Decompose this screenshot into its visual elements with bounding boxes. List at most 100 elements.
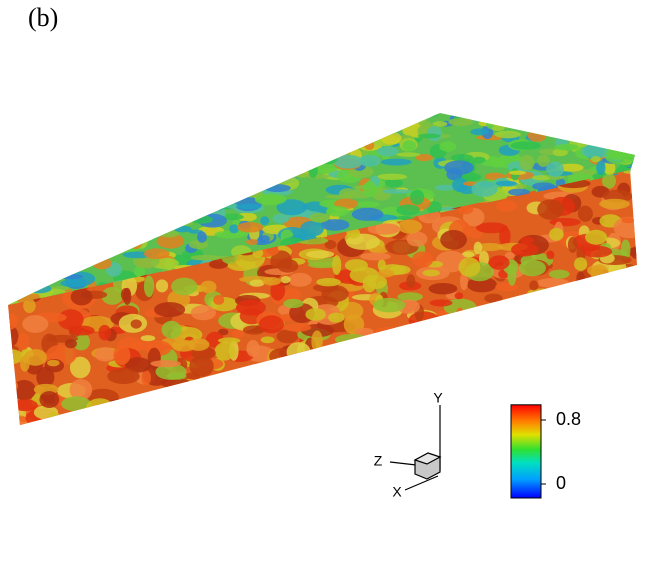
surface-patch xyxy=(113,219,132,236)
surface-patch xyxy=(328,312,345,323)
surface-patch xyxy=(470,128,489,136)
surface-patch xyxy=(379,420,400,425)
surface-patch xyxy=(8,254,21,270)
surface-patch xyxy=(302,142,318,156)
surface-patch xyxy=(332,255,342,276)
surface-patch xyxy=(187,338,210,351)
surface-patch xyxy=(104,238,118,255)
surface-patch xyxy=(410,325,434,338)
surface-patch xyxy=(113,115,140,131)
surface-patch xyxy=(446,391,459,410)
surface-patch xyxy=(577,379,610,389)
surface-patch xyxy=(606,119,634,136)
surface-patch xyxy=(438,335,460,351)
surface-patch xyxy=(283,323,312,332)
surface-patch xyxy=(189,215,213,224)
surface-patch xyxy=(557,365,587,385)
surface-patch xyxy=(245,122,270,127)
surface-patch xyxy=(135,216,144,237)
surface-patch xyxy=(502,334,524,353)
surface-patch xyxy=(24,349,47,366)
surface-patch xyxy=(57,309,84,330)
surface-patch xyxy=(126,124,140,134)
surface-patch xyxy=(402,378,412,395)
surface-patch xyxy=(620,239,631,260)
surface-patch xyxy=(566,352,583,363)
surface-patch xyxy=(141,114,155,122)
surface-patch xyxy=(174,150,196,167)
surface-patch xyxy=(561,295,571,306)
surface-patch xyxy=(606,146,628,161)
surface-patch xyxy=(284,288,301,302)
surface-patch xyxy=(235,420,262,425)
surface-patch xyxy=(188,239,209,249)
surface-patch xyxy=(325,194,355,199)
surface-patch xyxy=(600,389,634,402)
surface-patch xyxy=(604,296,626,302)
surface-patch xyxy=(274,357,283,379)
surface-patch xyxy=(450,153,474,162)
surface-patch xyxy=(582,245,613,258)
surface-patch xyxy=(104,203,125,218)
surface-patch xyxy=(283,131,297,141)
surface-patch xyxy=(77,161,107,175)
surface-patch xyxy=(585,416,600,425)
surface-patch xyxy=(583,346,600,355)
surface-patch xyxy=(359,400,369,415)
surface-patch xyxy=(440,408,471,425)
surface-patch xyxy=(542,316,569,339)
surface-patch xyxy=(599,198,630,210)
surface-patch xyxy=(8,295,11,302)
surface-patch xyxy=(471,395,494,414)
surface-patch xyxy=(591,337,602,352)
surface-patch xyxy=(179,171,200,186)
surface-patch xyxy=(339,124,361,135)
surface-patch xyxy=(16,180,38,193)
surface-patch xyxy=(594,302,604,305)
surface-patch xyxy=(236,203,262,210)
surface-patch xyxy=(229,382,251,392)
surface-patch xyxy=(47,359,60,367)
surface-patch xyxy=(39,391,60,409)
surface-patch xyxy=(33,133,58,144)
surface-patch xyxy=(556,291,588,312)
surface-patch xyxy=(15,257,41,265)
surface-patch xyxy=(539,302,558,313)
surface-patch xyxy=(378,269,395,278)
surface-patch xyxy=(170,195,195,206)
surface-patch xyxy=(230,176,250,189)
surface-patch xyxy=(14,177,43,197)
surface-patch xyxy=(190,161,214,173)
surface-patch xyxy=(475,329,495,341)
surface-patch xyxy=(313,391,338,400)
surface-patch xyxy=(189,137,200,143)
surface-patch xyxy=(556,392,570,407)
surface-patch xyxy=(252,166,267,175)
surface-patch xyxy=(391,379,408,398)
surface-patch xyxy=(103,215,113,224)
surface-patch xyxy=(26,184,40,199)
surface-patch xyxy=(374,326,402,338)
surface-patch xyxy=(467,408,478,419)
surface-patch xyxy=(173,196,187,209)
surface-patch xyxy=(92,257,112,270)
surface-patch xyxy=(42,197,54,214)
surface-patch xyxy=(384,425,394,434)
surface-patch xyxy=(616,133,635,148)
surface-patch xyxy=(504,251,515,260)
surface-patch xyxy=(546,250,555,260)
surface-patch xyxy=(109,183,124,194)
surface-patch xyxy=(350,374,369,388)
surface-patch xyxy=(207,186,217,196)
surface-patch xyxy=(302,114,317,119)
surface-patch xyxy=(617,170,637,175)
surface-patch xyxy=(406,231,428,247)
surface-patch xyxy=(146,164,165,174)
surface-patch xyxy=(266,113,275,122)
surface-patch xyxy=(291,355,321,375)
surface-patch xyxy=(176,209,197,226)
surface-patch xyxy=(593,280,613,286)
surface-patch xyxy=(132,113,159,117)
surface-patch xyxy=(367,223,401,235)
surface-patch xyxy=(56,180,87,187)
